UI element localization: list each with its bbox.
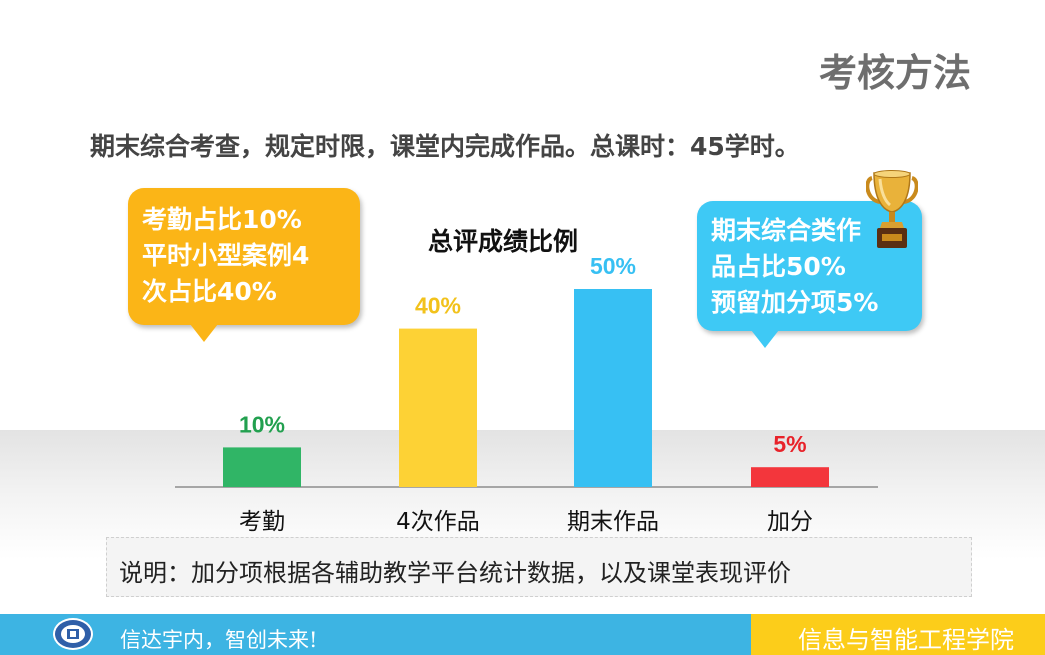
data-label-3: 5% — [773, 431, 806, 457]
category-label-2: 期末作品 — [567, 509, 659, 535]
category-label-0: 考勤 — [239, 509, 285, 535]
callout-line: 预留加分项5% — [711, 288, 879, 317]
category-label-3: 加分 — [767, 509, 813, 535]
bar-2 — [574, 289, 652, 487]
footer-motto: 信达宇内，智创未来! — [120, 628, 318, 652]
slide-subtitle: 期末综合考查，规定时限，课堂内完成作品。总课时：45学时。 — [90, 132, 800, 161]
data-label-0: 10% — [239, 411, 285, 437]
chart-title: 总评成绩比例 — [428, 227, 579, 256]
trophy-icon — [866, 170, 918, 248]
callout-line: 品占比50% — [711, 252, 846, 281]
category-label-1: 4次作品 — [396, 509, 480, 535]
bar-0 — [223, 447, 301, 487]
callout-line: 考勤占比10% — [142, 205, 302, 234]
callout-attendance-assignments: 考勤占比10% 平时小型案例4 次占比40% — [128, 188, 360, 342]
callout-line: 平时小型案例4 — [142, 241, 310, 270]
footer-bar-right — [751, 614, 1045, 655]
explanation-note: 说明：加分项根据各辅助教学平台统计数据，以及课堂表现评价 — [106, 537, 972, 597]
bar-3 — [751, 467, 829, 487]
school-seal-icon — [53, 618, 93, 650]
data-label-1: 40% — [415, 293, 461, 319]
slide-title: 考核方法 — [818, 51, 971, 95]
footer-bar-left — [0, 614, 751, 655]
data-label-2: 50% — [590, 253, 636, 279]
footer-college-name: 信息与智能工程学院 — [798, 626, 1014, 654]
callout-line: 次占比40% — [142, 277, 277, 306]
callout-line: 期末综合类作 — [711, 216, 862, 245]
bar-1 — [399, 328, 477, 487]
